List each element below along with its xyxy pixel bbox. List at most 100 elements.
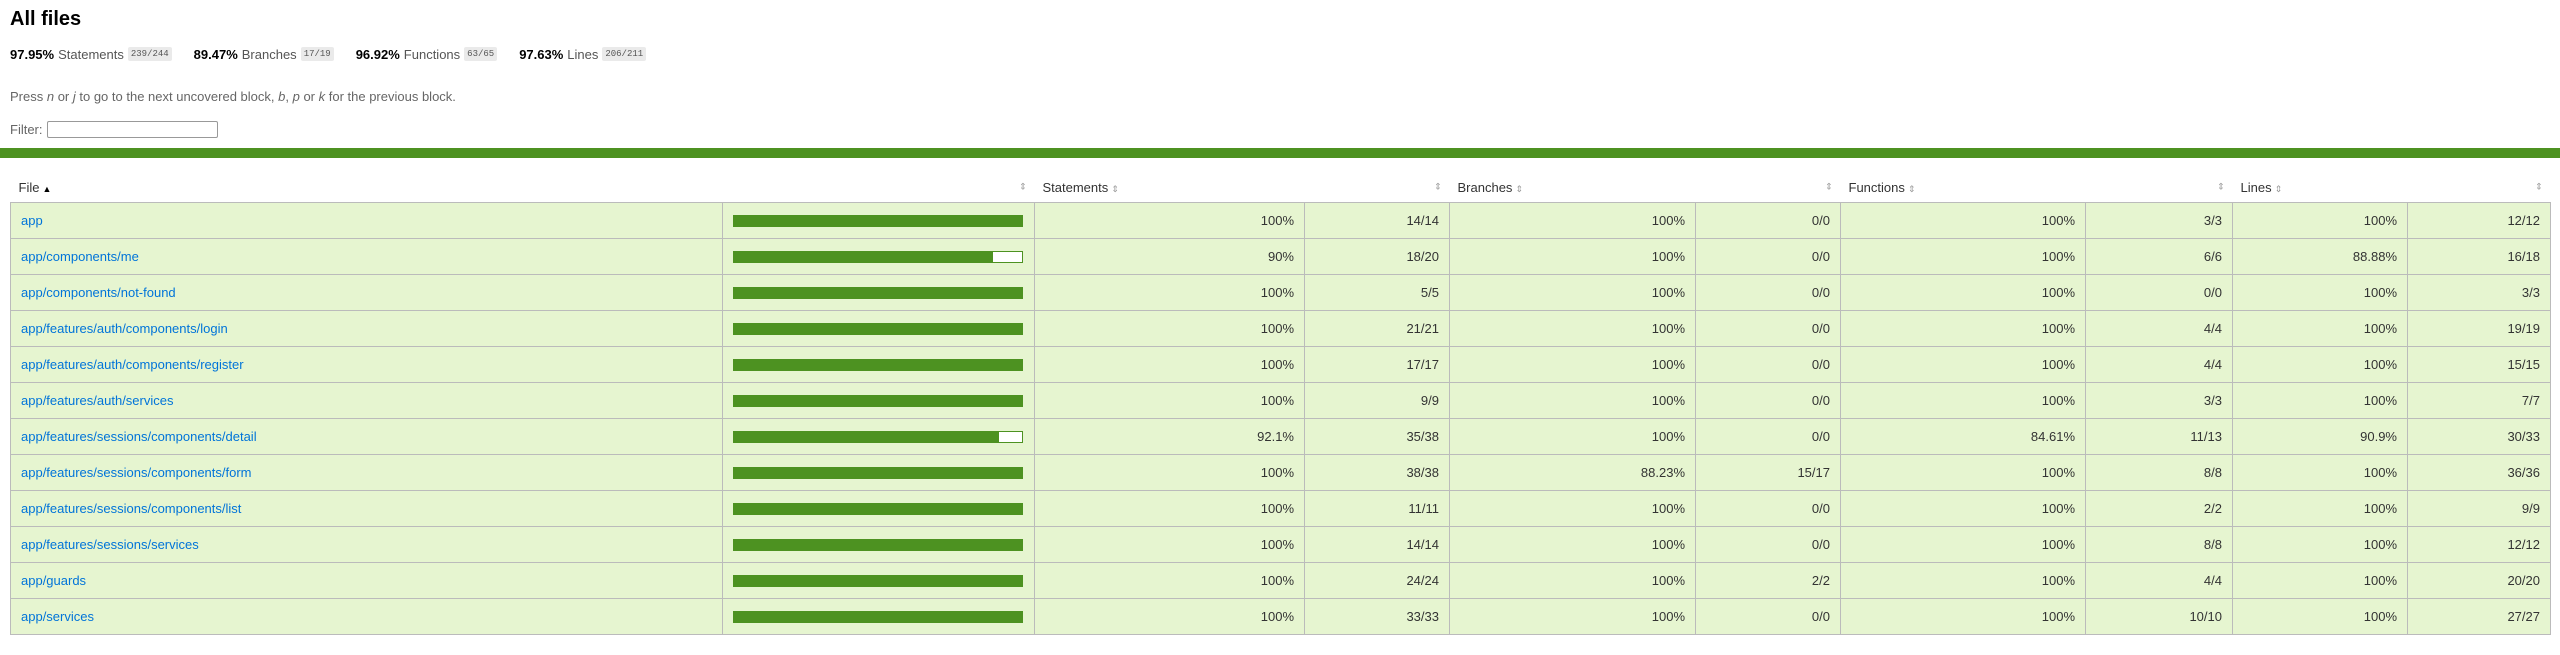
branches-frac: 0/0 [1695,202,1841,239]
summary-lines: 97.63% Lines 206/211 [519,47,647,62]
coverage-bar [733,286,1023,299]
column-statements-frac[interactable]: ⇕ [1304,172,1450,203]
column-functions-frac[interactable]: ⇕ [2085,172,2233,203]
functions-frac: 11/13 [2085,418,2233,455]
branches-frac: 15/17 [1695,454,1841,491]
coverage-bar [733,214,1023,227]
column-file[interactable]: File ▲ [10,172,723,203]
file-link[interactable]: app/components/me [21,249,139,264]
branches-pct: 100% [1449,598,1696,635]
functions-pct: 100% [1840,454,2086,491]
coverage-bar-fill [734,395,1022,406]
coverage-bar-fill [734,251,994,262]
lines-pct: 100% [2232,454,2408,491]
coverage-bar-fill [734,467,1022,478]
lines-pct: 100% [2232,382,2408,419]
page-title: All files [10,8,82,30]
lines-pct: 100% [2232,310,2408,347]
file-link[interactable]: app/features/sessions/components/list [21,501,242,516]
functions-pct: 100% [1840,562,2086,599]
sort-icon: ⇕ [1433,181,1442,192]
filter-label: Filter: [10,121,43,137]
table-row: app/features/auth/components/login 100% 21… [10,310,2551,347]
column-branches-frac[interactable]: ⇕ [1695,172,1841,203]
file-link[interactable]: app/services [21,609,94,624]
functions-pct: 100% [1840,274,2086,311]
table-row: app/features/sessions/components/list 100… [10,490,2551,527]
summary-pct: 97.95% [10,46,55,62]
coverage-bar-cell [722,454,1035,491]
summary-pct: 96.92% [355,46,400,62]
table-row: app/guards 100% 24/24 100% 2/2 100% 4/4 100% 20/… [10,562,2551,599]
coverage-bar-cell [722,382,1035,419]
coverage-bar [733,466,1023,479]
file-link[interactable]: app/features/auth/components/register [21,357,244,372]
statements-pct: 90% [1034,238,1305,275]
coverage-bar [733,358,1023,371]
file-link[interactable]: app/features/auth/services [21,393,174,408]
functions-frac: 8/8 [2085,454,2233,491]
file-link[interactable]: app/components/not-found [21,285,176,300]
coverage-bar [733,610,1023,623]
file-link[interactable]: app/features/sessions/components/form [21,465,252,480]
branches-pct: 100% [1449,310,1696,347]
coverage-bar-cell [722,310,1035,347]
file-cell: app/components/me [10,238,723,275]
functions-frac: 4/4 [2085,310,2233,347]
functions-frac: 3/3 [2085,202,2233,239]
branches-frac: 0/0 [1695,526,1841,563]
summary-label: Statements [58,46,124,62]
column-lines-frac[interactable]: ⇕ [2407,172,2551,203]
summary-functions: 96.92% Functions 63/65 [355,46,498,62]
table-row: app/features/auth/components/register 100… [10,346,2551,383]
summary-label: Functions [403,46,461,62]
sort-icon: ⇕ [1111,183,1119,194]
lines-frac: 20/20 [2407,562,2551,599]
lines-pct: 100% [2232,598,2408,635]
table-header: File ▲ ⇕ Statements ⇕ ⇕ Branches ⇕ ⇕ Functi… [10,172,2551,203]
coverage-bar-fill [734,575,1022,586]
branches-pct: 100% [1449,418,1696,455]
column-branches[interactable]: Branches ⇕ [1449,172,1696,203]
sort-icon: ⇕ [1824,181,1833,192]
branches-frac: 0/0 [1695,598,1841,635]
branches-pct: 100% [1449,346,1696,383]
table-row: app/services 100% 33/33 100% 0/0 100% 10/10 100… [10,598,2551,635]
functions-pct: 100% [1840,382,2086,419]
file-link[interactable]: app [21,213,43,228]
lines-frac: 15/15 [2407,346,2551,383]
functions-pct: 84.61% [1840,418,2086,455]
statements-frac: 24/24 [1304,562,1450,599]
functions-frac: 3/3 [2085,382,2233,419]
filter-row: Filter: [10,118,2550,140]
statements-frac: 17/17 [1304,346,1450,383]
column-lines[interactable]: Lines ⇕ [2232,172,2408,203]
file-cell: app/features/auth/components/login [10,310,723,347]
lines-frac: 30/33 [2407,418,2551,455]
filter-input[interactable] [46,120,218,138]
sort-icon: ⇕ [1018,181,1027,192]
statements-pct: 100% [1034,490,1305,527]
branches-pct: 100% [1449,274,1696,311]
statements-pct: 100% [1034,346,1305,383]
file-link[interactable]: app/features/auth/components/login [21,321,228,336]
file-cell: app/services [10,598,723,635]
file-link[interactable]: app/features/sessions/components/detail [21,429,257,444]
statements-frac: 21/21 [1304,310,1450,347]
file-link[interactable]: app/guards [21,573,87,588]
coverage-bar-cell [722,274,1035,311]
column-functions[interactable]: Functions ⇕ [1840,172,2086,203]
branches-pct: 100% [1449,202,1696,239]
functions-pct: 100% [1840,526,2086,563]
file-cell: app/features/sessions/components/detail [10,418,723,455]
coverage-bar-fill [734,215,1022,226]
file-link[interactable]: app/features/sessions/services [21,537,199,552]
table-row: app/features/sessions/components/detail 9… [10,418,2551,455]
statements-frac: 35/38 [1304,418,1450,455]
sort-icon: ⇕ [1515,183,1523,194]
column-statements[interactable]: Statements ⇕ [1034,172,1305,203]
column-bar[interactable]: ⇕ [722,172,1035,203]
functions-frac: 4/4 [2085,562,2233,599]
branches-frac: 0/0 [1695,310,1841,347]
branches-pct: 88.23% [1449,454,1696,491]
